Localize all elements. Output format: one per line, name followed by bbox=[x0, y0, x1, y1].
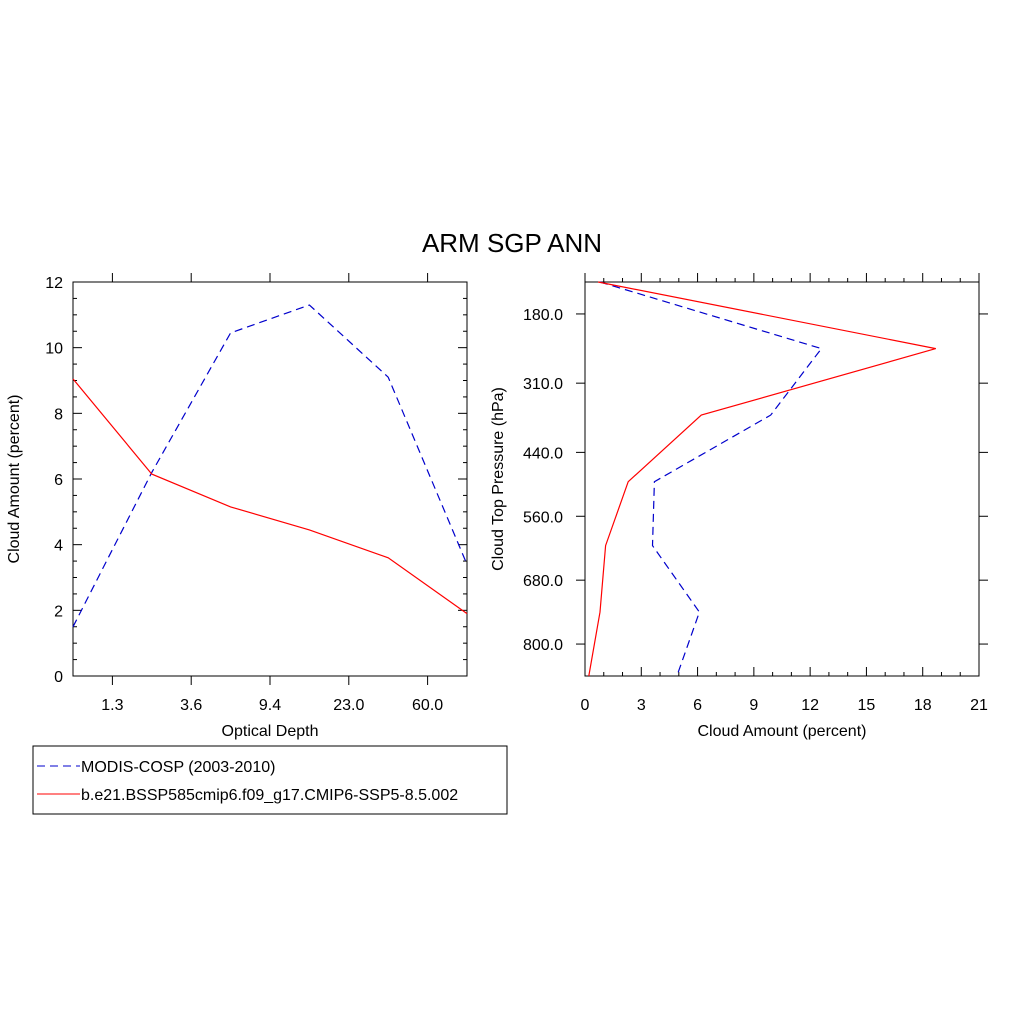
left-y-tick-label: 0 bbox=[54, 669, 63, 686]
left-y-ticks: 0 2 4 6 8 10 12 bbox=[45, 275, 467, 686]
right-x-tick-label: 6 bbox=[693, 697, 702, 714]
left-ylabel: Cloud Amount (percent) bbox=[6, 395, 23, 564]
right-x-ticks: 0 3 6 9 12 15 18 21 bbox=[581, 273, 988, 714]
right-plot-frame bbox=[584, 281, 980, 677]
right-x-tick-label: 0 bbox=[581, 697, 590, 714]
right-series-obs-line bbox=[599, 281, 823, 677]
left-x-tick-label: 1.3 bbox=[101, 697, 123, 714]
left-y-tick-label: 8 bbox=[54, 406, 63, 423]
right-series bbox=[588, 281, 936, 677]
right-ylabel: Cloud Top Pressure (hPa) bbox=[490, 387, 507, 571]
right-x-tick-label: 15 bbox=[858, 697, 876, 714]
left-panel: 0 2 4 6 8 10 12 1.3 3.6 9.4 23.0 60.0 Optical Dept… bbox=[6, 273, 468, 740]
right-panel: 180.0 310.0 440.0 560.0 680.0 800.0 0 3 6 9 12 15 1… bbox=[490, 273, 988, 740]
right-x-tick-label: 12 bbox=[801, 697, 819, 714]
right-y-ticks: 180.0 310.0 440.0 560.0 680.0 800.0 bbox=[523, 307, 988, 654]
right-y-tick-label: 680.0 bbox=[523, 573, 563, 590]
left-y-tick-label: 12 bbox=[45, 275, 63, 292]
legend-model-label: b.e21.BSSP585cmip6.f09_g17.CMIP6-SSP5-8.… bbox=[81, 787, 458, 804]
left-series bbox=[72, 304, 468, 628]
right-x-tick-label: 9 bbox=[749, 697, 758, 714]
left-x-tick-label: 9.4 bbox=[259, 697, 281, 714]
right-x-tick-label: 3 bbox=[637, 697, 646, 714]
right-y-tick-label: 560.0 bbox=[523, 509, 563, 526]
figure-title: ARM SGP ANN bbox=[422, 228, 602, 258]
left-y-tick-label: 10 bbox=[45, 341, 63, 358]
right-series-model-line bbox=[588, 281, 936, 677]
left-x-tick-label: 23.0 bbox=[333, 697, 364, 714]
legend-obs-label: MODIS-COSP (2003-2010) bbox=[81, 759, 275, 776]
left-y-tick-label: 6 bbox=[54, 472, 63, 489]
left-x-tick-label: 3.6 bbox=[180, 697, 202, 714]
right-y-tick-label: 180.0 bbox=[523, 307, 563, 324]
left-xlabel: Optical Depth bbox=[222, 723, 319, 740]
left-plot-frame bbox=[72, 281, 468, 677]
left-series-obs-line bbox=[72, 304, 468, 628]
left-x-ticks: 1.3 3.6 9.4 23.0 60.0 bbox=[101, 273, 443, 714]
right-x-tick-label: 21 bbox=[970, 697, 988, 714]
left-series-model-line bbox=[72, 378, 468, 615]
right-y-tick-label: 440.0 bbox=[523, 445, 563, 462]
right-xlabel: Cloud Amount (percent) bbox=[698, 723, 867, 740]
left-y-tick-label: 2 bbox=[54, 603, 63, 620]
right-x-tick-label: 18 bbox=[914, 697, 932, 714]
left-y-tick-label: 4 bbox=[54, 538, 63, 555]
right-y-tick-label: 310.0 bbox=[523, 376, 563, 393]
right-y-tick-label: 800.0 bbox=[523, 637, 563, 654]
legend-box bbox=[32, 745, 508, 815]
left-x-tick-label: 60.0 bbox=[412, 697, 443, 714]
legend: MODIS-COSP (2003-2010) b.e21.BSSP585cmip… bbox=[32, 745, 508, 815]
